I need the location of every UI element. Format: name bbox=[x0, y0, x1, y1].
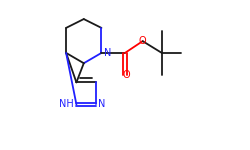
Text: O: O bbox=[123, 70, 130, 80]
Text: N: N bbox=[104, 48, 111, 58]
Text: NH: NH bbox=[60, 99, 74, 110]
Text: N: N bbox=[98, 99, 105, 110]
Text: O: O bbox=[139, 36, 146, 46]
